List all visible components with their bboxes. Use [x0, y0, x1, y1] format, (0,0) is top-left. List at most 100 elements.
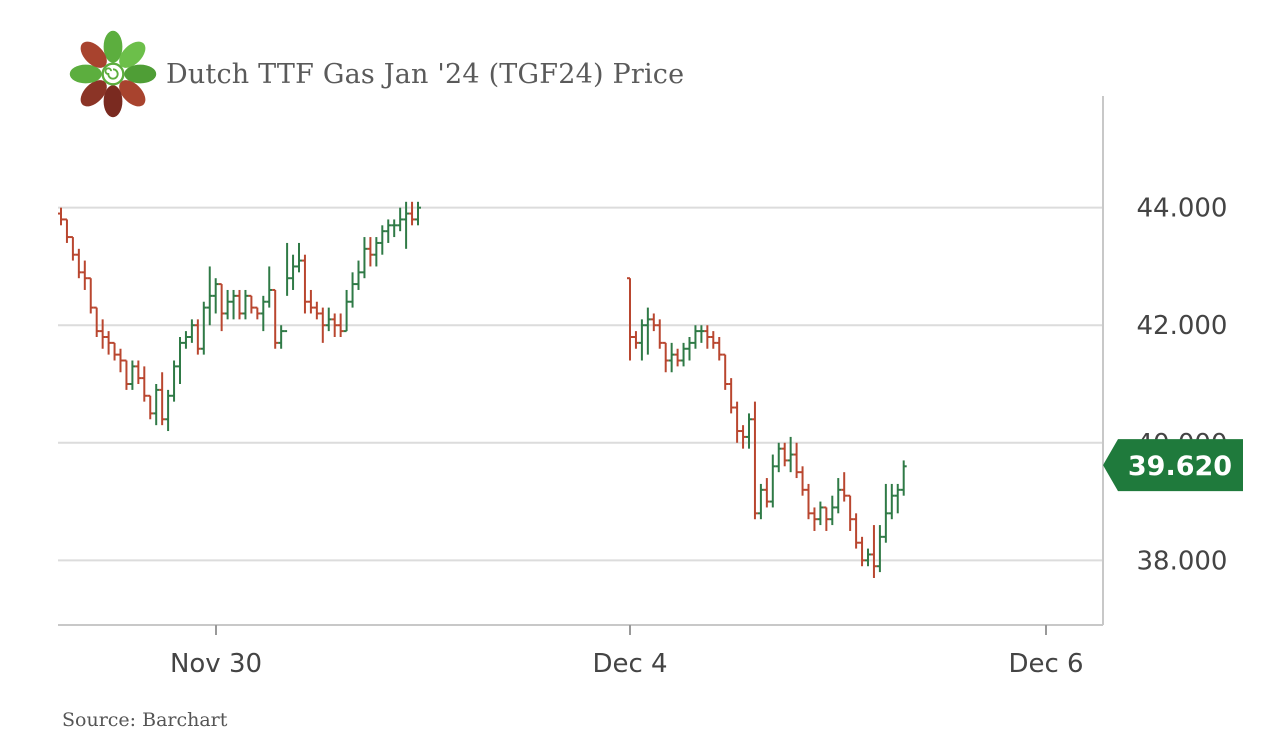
ohlc-bar [296, 242, 302, 273]
ohlc-bar [698, 325, 705, 343]
ohlc-bar [823, 506, 830, 531]
ohlc-bar [313, 301, 320, 320]
axes [58, 96, 1104, 635]
ohlc-bar [870, 525, 877, 578]
ohlc-bar [319, 307, 326, 343]
ohlc-bar [415, 201, 421, 226]
ohlc-bar [674, 348, 681, 367]
y-tick-label: 38.000 [1137, 546, 1228, 576]
ohlc-bar [165, 389, 172, 432]
ohlc-bar [710, 331, 717, 349]
last-price-badge: 39.620 [1103, 439, 1243, 492]
ohlc-bar [141, 366, 148, 402]
ohlc-bar [638, 319, 645, 361]
ohlc-bar [644, 307, 651, 355]
ohlc-bar [260, 295, 267, 332]
logo-petal [80, 41, 107, 68]
ohlc-bar [829, 495, 836, 526]
ohlc-bar [58, 207, 64, 226]
source-note: Source: Barchart [62, 709, 228, 731]
ohlc-bar [182, 331, 189, 349]
ohlc-bar [746, 413, 752, 449]
ohlc-bar [200, 301, 207, 355]
ohlc-bar [900, 460, 907, 496]
ohlc-bar [105, 331, 112, 355]
ohlc-bar [325, 307, 332, 332]
ohlc-bar [853, 513, 860, 549]
ohlc-bar [865, 548, 871, 567]
ohlc-bar [835, 478, 842, 514]
x-tick-label: Nov 30 [170, 649, 262, 679]
ohlc-bar [159, 372, 166, 426]
logo-petal [69, 64, 102, 84]
ohlc-bar [355, 260, 362, 290]
ohlc-bars [58, 201, 907, 578]
ohlc-bar [87, 277, 94, 314]
ohlc-bar [230, 289, 237, 320]
ohlc-bar [859, 536, 866, 567]
ohlc-bar [847, 494, 854, 531]
ohlc-bar [692, 325, 699, 349]
logo-petal [124, 64, 157, 84]
x-tick-label: Dec 4 [592, 649, 667, 679]
ohlc-bar [882, 483, 889, 543]
ohlc-bar [331, 313, 338, 337]
ohlc-bar [177, 336, 183, 385]
ohlc-bar [734, 401, 741, 443]
ohlc-bar [805, 483, 812, 520]
ohlc-bar [793, 442, 800, 479]
ohlc-bar [799, 466, 806, 496]
ohlc-bar [888, 483, 895, 520]
ohlc-bar [236, 289, 243, 320]
ohlc-bar [409, 201, 416, 226]
ohlc-bar [841, 472, 848, 502]
ohlc-bar [135, 360, 142, 385]
logo-petal [103, 30, 123, 63]
ohlc-bar [242, 289, 249, 320]
ohlc-bar [686, 336, 693, 361]
last-price-marker [1103, 439, 1243, 492]
ohlc-bar [722, 353, 729, 390]
ohlc-bar [99, 319, 106, 349]
ohlc-bar [224, 289, 231, 320]
logo-petal [80, 80, 107, 107]
ohlc-bar [349, 272, 356, 308]
logo-petal [119, 80, 146, 107]
ohlc-bar [272, 288, 279, 349]
ohlc-bar [403, 201, 410, 249]
ohlc-bar [290, 254, 297, 290]
ohlc-bar [301, 254, 308, 314]
ohlc-bar [627, 277, 633, 361]
flower-logo-icon [69, 30, 157, 118]
ohlc-bar [680, 342, 687, 367]
ohlc-bar [266, 266, 273, 308]
ohlc-bar [218, 283, 225, 332]
ohlc-bar [397, 207, 404, 232]
ohlc-bar [391, 219, 398, 238]
ohlc-bar [781, 442, 788, 467]
ohlc-bar [63, 218, 70, 243]
ohlc-bar [93, 306, 100, 337]
ohlc-bar [117, 348, 124, 373]
ohlc-bar [194, 319, 201, 355]
ohlc-bar [379, 225, 386, 255]
ohlc-bar [757, 483, 764, 520]
ohlc-bar [662, 341, 669, 373]
ohlc-bar [129, 360, 136, 390]
ohlc-bar [81, 260, 88, 290]
ohlc-bar [751, 401, 758, 520]
ohlc-bar [385, 219, 392, 243]
ohlc-bar [188, 319, 195, 343]
ohlc-bar [171, 360, 178, 402]
ohlc-bar [367, 237, 374, 267]
ohlc-bar [811, 507, 818, 531]
ohlc-bar [147, 394, 154, 420]
gridlines [58, 206, 1103, 562]
ohlc-bar [763, 478, 770, 508]
ohlc-bar [894, 483, 901, 514]
ohlc-bar [650, 313, 657, 332]
last-price-label: 39.620 [1128, 451, 1232, 482]
ohlc-bar [361, 237, 368, 279]
chart-header: Dutch TTF Gas Jan '24 (TGF24) Price [66, 28, 684, 120]
